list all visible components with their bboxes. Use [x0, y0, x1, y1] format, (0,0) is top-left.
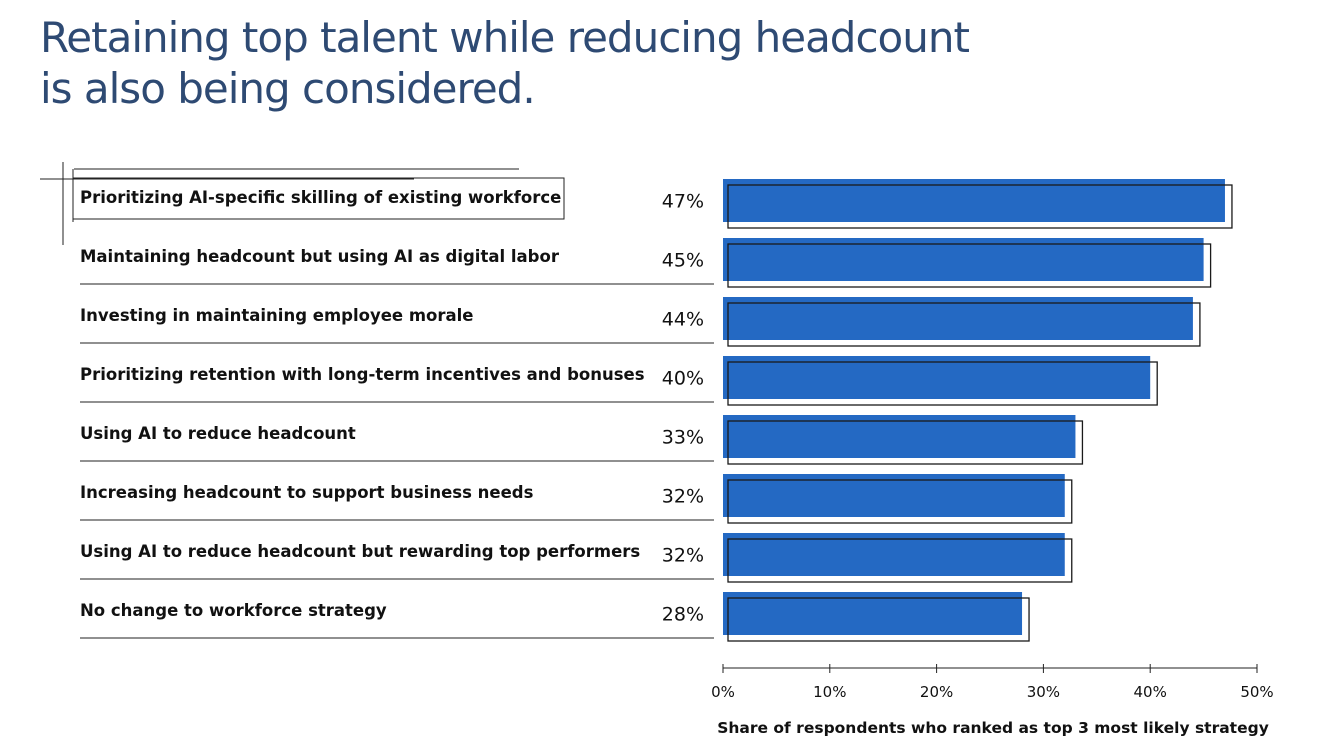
x-tick-label: 20% [920, 683, 953, 701]
bar [723, 238, 1204, 281]
bar-outline [727, 361, 1158, 406]
chart-title-line-2: is also being considered. [40, 64, 536, 113]
category-label: Maintaining headcount but using AI as di… [80, 247, 560, 266]
x-tick-label: 40% [1134, 683, 1167, 701]
value-label: 44% [662, 309, 704, 331]
category-label: Prioritizing AI-specific skilling of exi… [80, 188, 561, 207]
x-tick-label: 50% [1240, 683, 1273, 701]
category-label: No change to workforce strategy [80, 601, 387, 620]
category-label: Using AI to reduce headcount [80, 424, 356, 443]
x-tick-label: 30% [1027, 683, 1060, 701]
bar [723, 297, 1193, 340]
x-tick-label: 0% [711, 683, 735, 701]
bar [723, 592, 1023, 635]
value-label: 33% [662, 427, 704, 449]
chart-title: Retaining top talent while reducing head… [40, 12, 970, 114]
x-tick-label: 10% [813, 683, 846, 701]
bar-outline [727, 479, 1073, 524]
category-label: Investing in maintaining employee morale [80, 306, 473, 325]
bar-outline [727, 420, 1084, 465]
highlight-box [72, 177, 565, 220]
chart-title-line-1: Retaining top talent while reducing head… [40, 13, 970, 62]
bar-outline [727, 184, 1233, 229]
bar [723, 533, 1065, 576]
value-label: 47% [662, 191, 704, 213]
bar [723, 356, 1151, 399]
category-label: Using AI to reduce headcount but rewardi… [80, 542, 640, 561]
bar-outline [727, 243, 1212, 288]
category-label: Increasing headcount to support business… [80, 483, 534, 502]
bar-outline [727, 538, 1073, 583]
bar [723, 179, 1225, 222]
bar-outline [727, 302, 1201, 347]
bar-outline [727, 597, 1030, 642]
value-label: 32% [662, 486, 704, 508]
value-label: 40% [662, 368, 704, 390]
value-label: 32% [662, 545, 704, 567]
bar [723, 474, 1065, 517]
x-axis-title: Share of respondents who ranked as top 3… [717, 719, 1269, 737]
category-label: Prioritizing retention with long-term in… [80, 365, 645, 384]
value-label: 28% [662, 604, 704, 626]
bar [723, 415, 1076, 458]
value-label: 45% [662, 250, 704, 272]
